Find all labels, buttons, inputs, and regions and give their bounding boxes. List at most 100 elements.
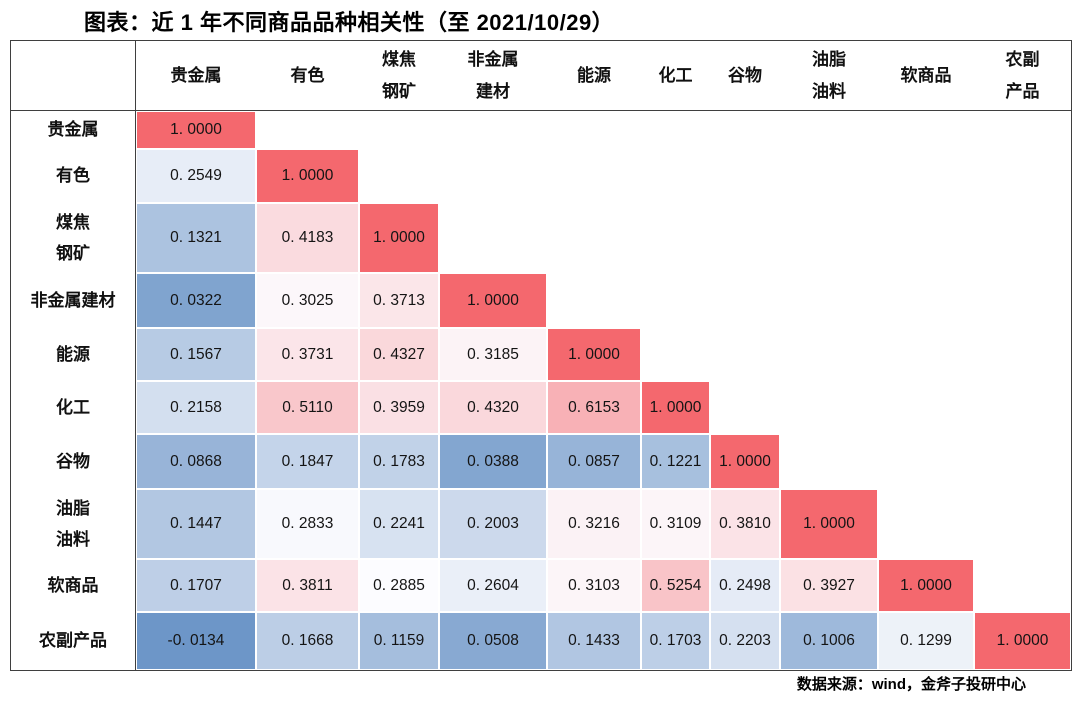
matrix-cell-r4-c7 — [780, 328, 878, 381]
matrix-cell-r7-c0: 0. 1447 — [136, 489, 256, 559]
matrix-cell-r8-c9 — [974, 559, 1071, 612]
matrix-cell-r2-c8 — [878, 203, 974, 273]
matrix-value: 0. 0388 — [440, 435, 546, 488]
matrix-cell-r8-c8: 1. 0000 — [878, 559, 974, 612]
matrix-value: 1. 0000 — [137, 112, 255, 148]
matrix-value: 0. 4327 — [360, 329, 438, 380]
matrix-value: 0. 0857 — [548, 435, 640, 488]
matrix-cell-r0-c0: 1. 0000 — [136, 111, 256, 149]
col-header-6: 谷物 — [710, 41, 780, 111]
col-header-9: 农副 产品 — [974, 41, 1071, 111]
matrix-cell-r1-c0: 0. 2549 — [136, 149, 256, 203]
matrix-cell-r1-c1: 1. 0000 — [256, 149, 359, 203]
label-line: 建材 — [476, 81, 510, 101]
row-label-3: 非金属建材 — [11, 273, 136, 328]
matrix-cell-r7-c4: 0. 3216 — [547, 489, 641, 559]
col-header-0: 贵金属 — [136, 41, 256, 111]
matrix-value: 1. 0000 — [642, 382, 709, 433]
matrix-cell-r0-c6 — [710, 111, 780, 149]
label-line: 农副产品 — [39, 631, 107, 651]
matrix-cell-r1-c6 — [710, 149, 780, 203]
matrix-value: 0. 1707 — [137, 560, 255, 611]
matrix-cell-r9-c2: 0. 1159 — [359, 612, 439, 670]
row-label-7: 油脂 油料 — [11, 489, 136, 559]
matrix-cell-r7-c3: 0. 2003 — [439, 489, 547, 559]
label-line: 有色 — [290, 65, 325, 85]
matrix-cell-r6-c5: 0. 1221 — [641, 434, 710, 489]
matrix-value: 1. 0000 — [440, 274, 546, 327]
matrix-cell-r3-c8 — [878, 273, 974, 328]
matrix-cell-r8-c6: 0. 2498 — [710, 559, 780, 612]
matrix-value: 0. 0322 — [137, 274, 255, 327]
label-line: 油脂 — [56, 498, 90, 518]
matrix-cell-r7-c9 — [974, 489, 1071, 559]
matrix-value: 1. 0000 — [360, 204, 438, 272]
matrix-cell-r4-c9 — [974, 328, 1071, 381]
matrix-cell-r1-c2 — [359, 149, 439, 203]
matrix-cell-r6-c6: 1. 0000 — [710, 434, 780, 489]
label-line: 非金属 — [467, 49, 519, 69]
matrix-cell-r5-c3: 0. 4320 — [439, 381, 547, 434]
matrix-cell-r4-c0: 0. 1567 — [136, 328, 256, 381]
col-header-8: 软商品 — [878, 41, 974, 111]
matrix-value: 0. 1006 — [781, 613, 877, 669]
matrix-cell-r8-c5: 0. 5254 — [641, 559, 710, 612]
matrix-value: 0. 3927 — [781, 560, 877, 611]
matrix-value: 0. 0508 — [440, 613, 546, 669]
matrix-cell-r9-c5: 0. 1703 — [641, 612, 710, 670]
matrix-cell-r8-c3: 0. 2604 — [439, 559, 547, 612]
label-line: 能源 — [577, 65, 611, 85]
matrix-cell-r3-c0: 0. 0322 — [136, 273, 256, 328]
corner-cell — [11, 41, 136, 111]
matrix-cell-r9-c6: 0. 2203 — [710, 612, 780, 670]
matrix-cell-r1-c7 — [780, 149, 878, 203]
matrix-cell-r6-c8 — [878, 434, 974, 489]
matrix-cell-r8-c7: 0. 3927 — [780, 559, 878, 612]
matrix-cell-r1-c8 — [878, 149, 974, 203]
matrix-value: 0. 0868 — [137, 435, 255, 488]
matrix-cell-r5-c0: 0. 2158 — [136, 381, 256, 434]
matrix-value: 0. 3185 — [440, 329, 546, 380]
matrix-cell-r0-c1 — [256, 111, 359, 149]
matrix-cell-r0-c4 — [547, 111, 641, 149]
matrix-cell-r0-c7 — [780, 111, 878, 149]
matrix-cell-r5-c5: 1. 0000 — [641, 381, 710, 434]
row-label-0: 贵金属 — [11, 111, 136, 149]
matrix-value: 0. 1159 — [360, 613, 438, 669]
matrix-cell-r3-c3: 1. 0000 — [439, 273, 547, 328]
matrix-cell-r4-c1: 0. 3731 — [256, 328, 359, 381]
matrix-value: 0. 1668 — [257, 613, 358, 669]
matrix-cell-r3-c7 — [780, 273, 878, 328]
matrix-cell-r3-c2: 0. 3713 — [359, 273, 439, 328]
matrix-cell-r8-c1: 0. 3811 — [256, 559, 359, 612]
matrix-cell-r1-c3 — [439, 149, 547, 203]
matrix-value: 0. 2241 — [360, 490, 438, 558]
matrix-value: 0. 2158 — [137, 382, 255, 433]
matrix-cell-r2-c6 — [710, 203, 780, 273]
matrix-cell-r6-c3: 0. 0388 — [439, 434, 547, 489]
matrix-value: 0. 3109 — [642, 490, 709, 558]
chart-title: 图表：近 1 年不同商品品种相关性（至 2021/10/29） — [84, 10, 615, 35]
matrix-value: 0. 3959 — [360, 382, 438, 433]
matrix-value: 0. 3713 — [360, 274, 438, 327]
matrix-value: 0. 2203 — [711, 613, 779, 669]
label-line: 煤焦 — [56, 212, 90, 232]
matrix-cell-r9-c8: 0. 1299 — [878, 612, 974, 670]
row-label-4: 能源 — [11, 328, 136, 381]
col-header-1: 有色 — [256, 41, 359, 111]
label-line: 油脂 — [812, 49, 846, 69]
label-line: 产品 — [1005, 81, 1040, 101]
matrix-cell-r1-c4 — [547, 149, 641, 203]
label-line: 化工 — [56, 397, 90, 417]
matrix-cell-r4-c3: 0. 3185 — [439, 328, 547, 381]
matrix-value: 1. 0000 — [257, 150, 358, 202]
matrix-value: 0. 3810 — [711, 490, 779, 558]
matrix-value: 1. 0000 — [548, 329, 640, 380]
matrix-value: 0. 5254 — [642, 560, 709, 611]
matrix-cell-r4-c5 — [641, 328, 710, 381]
data-source-note: 数据来源：wind，金斧子投研中心 — [796, 676, 1026, 693]
matrix-cell-r8-c2: 0. 2885 — [359, 559, 439, 612]
matrix-value: 0. 1567 — [137, 329, 255, 380]
label-line: 油料 — [56, 529, 90, 549]
